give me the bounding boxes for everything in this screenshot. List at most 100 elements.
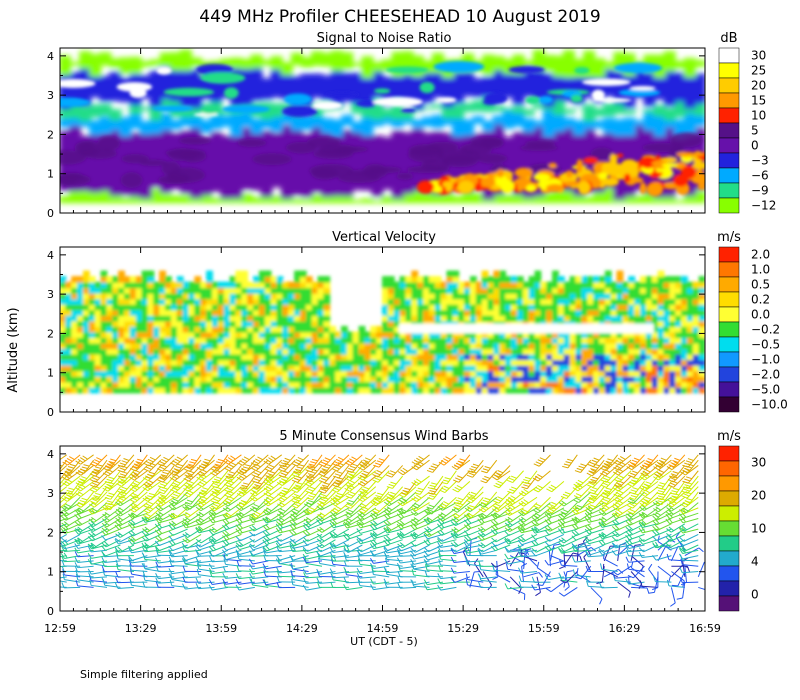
wind-barb-flag	[249, 568, 253, 575]
wind-barb	[168, 551, 188, 558]
velocity-cell	[282, 337, 290, 344]
velocity-cell	[276, 342, 284, 350]
wind-barb-shaft	[185, 549, 202, 553]
wind-barb-flag	[214, 463, 221, 467]
wind-barb	[185, 491, 202, 505]
wind-barb	[276, 533, 296, 542]
velocity-cell	[698, 342, 705, 350]
velocity-cell	[575, 342, 583, 350]
snr-cell	[149, 188, 162, 204]
velocity-cell	[651, 370, 659, 377]
wind-barb-flag	[62, 573, 65, 580]
velocity-cell	[522, 386, 530, 394]
wind-barb-flag	[171, 520, 177, 526]
velocity-cell	[376, 331, 383, 338]
velocity-cell	[675, 348, 683, 355]
velocity-cell	[135, 337, 143, 344]
velocity-cell	[299, 292, 307, 300]
velocity-cell	[352, 375, 360, 383]
velocity-cell	[481, 281, 489, 289]
velocity-cell	[522, 337, 530, 344]
velocity-cell	[206, 348, 213, 355]
velocity-cell	[464, 298, 471, 305]
velocity-cell	[329, 337, 337, 344]
velocity-cell	[675, 309, 683, 316]
velocity-cell	[382, 281, 389, 289]
wind-barb	[222, 528, 242, 537]
wind-barb-flag	[278, 464, 285, 468]
snr-cell	[310, 51, 324, 66]
wind-barb-flag	[169, 579, 173, 586]
velocity-cell	[129, 386, 137, 394]
wind-barb	[155, 496, 175, 507]
velocity-cell	[493, 353, 501, 361]
velocity-cell	[141, 281, 149, 289]
velocity-cell	[305, 348, 313, 355]
velocity-cell	[428, 353, 436, 361]
wind-barb-flag	[262, 539, 267, 545]
wind-barb-flag	[182, 513, 189, 518]
wind-barb-flag	[252, 513, 259, 517]
wind-barb-flag	[87, 553, 92, 559]
wind-barb-flag	[306, 497, 313, 500]
velocity-cell	[405, 370, 413, 377]
velocity-cell	[82, 331, 90, 338]
velocity-cell	[698, 314, 705, 322]
velocity-cell	[452, 370, 460, 377]
velocity-cell	[82, 364, 90, 372]
velocity-cell	[681, 342, 688, 350]
wind-barb-flag	[249, 507, 256, 513]
velocity-cell	[206, 281, 213, 289]
wind-barb-flag	[275, 555, 281, 561]
velocity-cell	[522, 309, 530, 316]
wind-barb-flag	[243, 482, 250, 485]
velocity-cell	[575, 331, 583, 338]
wind-barb	[155, 577, 175, 584]
velocity-cell	[299, 375, 307, 383]
velocity-cell	[211, 386, 219, 394]
snr-cell	[82, 148, 117, 159]
wind-barb-flag	[48, 516, 52, 520]
velocity-cell	[170, 281, 178, 289]
snr-cell	[492, 115, 505, 125]
velocity-cell	[217, 281, 225, 289]
snr-cell	[311, 167, 339, 180]
velocity-cell	[229, 331, 237, 338]
wind-barb	[157, 459, 175, 472]
velocity-cell	[129, 320, 137, 327]
velocity-cell	[681, 320, 688, 327]
wind-barb	[318, 557, 336, 567]
wind-barb	[222, 523, 242, 531]
wind-barb-flag	[155, 581, 159, 588]
velocity-cell	[253, 292, 260, 300]
wind-barb-flag	[292, 511, 299, 516]
velocity-cell	[434, 337, 442, 344]
velocity-cell	[428, 381, 436, 388]
wind-barb-flag	[195, 577, 200, 584]
velocity-cell	[112, 314, 120, 322]
velocity-cell	[65, 370, 73, 377]
wind-barb-flag	[172, 482, 179, 486]
snr-cell	[99, 116, 112, 135]
velocity-cell	[370, 353, 378, 361]
wind-barb-flag	[253, 487, 260, 491]
wind-barb	[141, 552, 161, 559]
wind-barb-flag	[158, 497, 165, 502]
wind-barb-flag	[149, 456, 156, 461]
wind-barb-flag	[81, 466, 88, 469]
velocity-cell	[258, 331, 266, 338]
snr-cell	[240, 193, 253, 204]
wind-barb-flag	[186, 472, 193, 476]
velocity-cell	[340, 353, 348, 361]
velocity-cell	[692, 320, 700, 327]
velocity-cell	[323, 281, 331, 289]
snr-cell	[149, 70, 162, 108]
snr-cell	[210, 132, 223, 192]
velocity-cell	[124, 309, 131, 316]
wind-barb-flag	[104, 526, 110, 531]
velocity-cell	[546, 287, 554, 294]
velocity-cell	[511, 359, 518, 366]
velocity-cell	[610, 281, 618, 289]
wind-barb-flag	[276, 513, 283, 518]
snr-cell	[431, 67, 444, 98]
